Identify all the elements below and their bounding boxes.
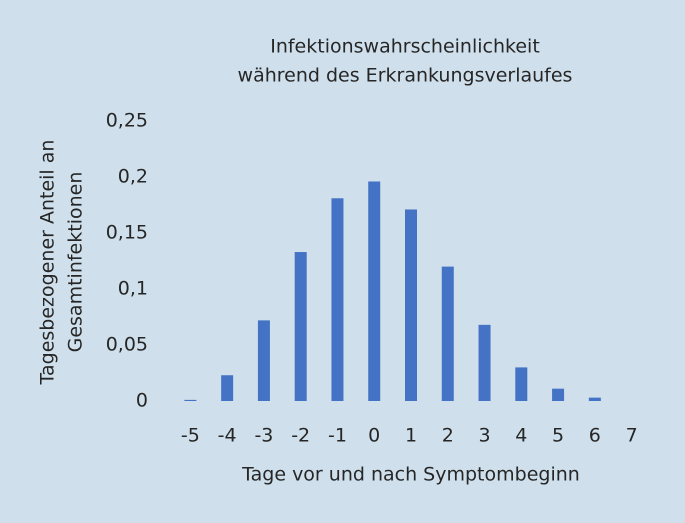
x-tick-label: -1 <box>328 425 347 447</box>
chart-title: während des Erkrankungsverlaufes <box>238 65 573 87</box>
x-tick-label: 4 <box>515 425 527 447</box>
x-tick-label: 5 <box>552 425 564 447</box>
bar <box>294 252 307 401</box>
chart-title: Infektionswahrscheinlichkeit <box>270 36 540 58</box>
bar <box>257 320 270 401</box>
bar <box>221 375 234 401</box>
x-tick-label: 2 <box>442 425 454 447</box>
y-tick-label: 0,25 <box>106 110 148 132</box>
y-axis-label-line: Gesamtinfektionen <box>65 172 87 353</box>
y-axis-label: Tagesbezogener Anteil an Gesamtinfektion… <box>37 140 87 386</box>
x-tick-label: 6 <box>589 425 601 447</box>
x-axis-label: Tage vor und nach Symptombeginn <box>241 464 580 486</box>
x-tick-label: 3 <box>478 425 490 447</box>
y-tick-label: 0 <box>136 390 148 412</box>
y-tick-label: 0,2 <box>118 166 148 188</box>
bar <box>331 198 344 401</box>
x-tick-label: 7 <box>626 425 638 447</box>
x-tick-label: -5 <box>181 425 200 447</box>
y-axis-label-line: Tagesbezogener Anteil an <box>37 140 59 386</box>
bar <box>184 399 197 401</box>
x-tick-label: -3 <box>254 425 273 447</box>
bar <box>368 181 381 401</box>
y-tick-label: 0,15 <box>106 222 148 244</box>
bar <box>405 209 417 401</box>
bar <box>515 367 528 401</box>
bar <box>441 266 454 401</box>
x-tick-label: 0 <box>368 425 380 447</box>
bar <box>552 388 565 401</box>
x-tick-label: -4 <box>218 425 237 447</box>
x-tick-label: 1 <box>405 425 417 447</box>
bar <box>588 397 601 401</box>
y-tick-label: 0,05 <box>106 334 148 356</box>
x-tick-label: -2 <box>291 425 310 447</box>
y-tick-label: 0,1 <box>118 278 148 300</box>
bar <box>478 324 491 401</box>
